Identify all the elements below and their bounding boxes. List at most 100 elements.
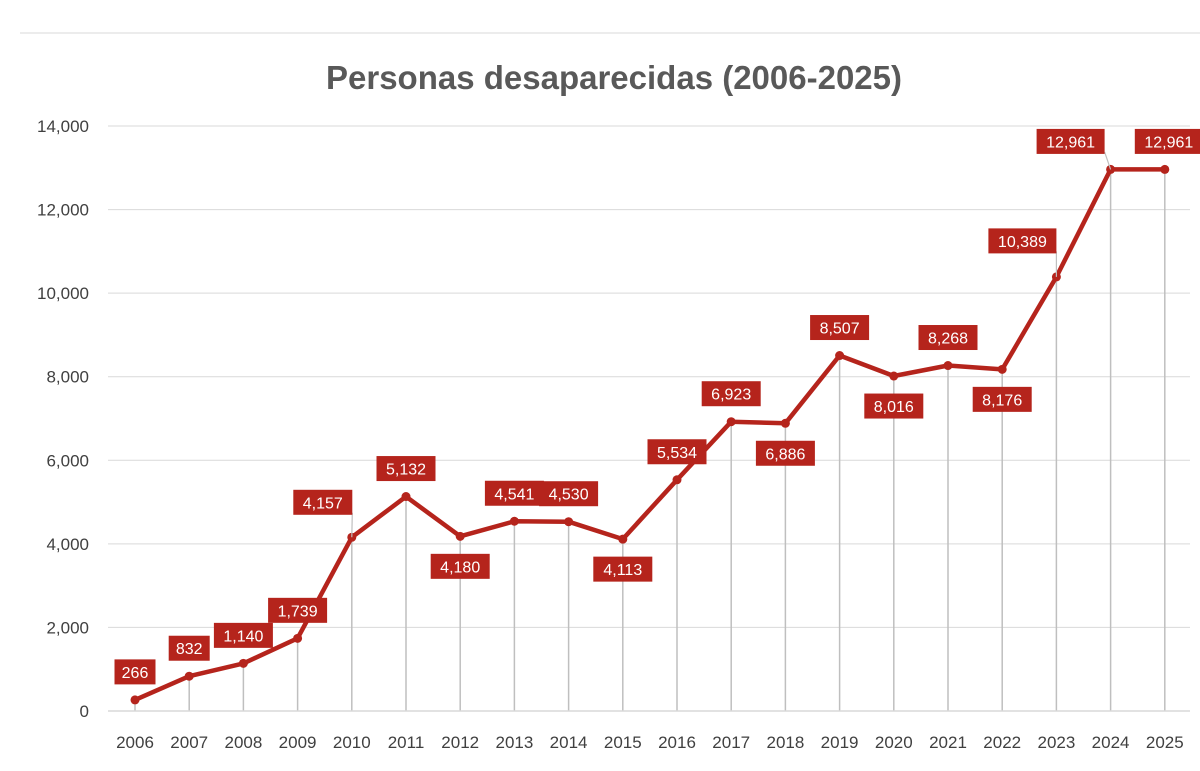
data-point — [726, 417, 736, 427]
data-label-text: 4,180 — [440, 559, 480, 576]
data-point — [184, 671, 194, 681]
y-tick-label: 10,000 — [37, 284, 89, 303]
data-label-text: 5,132 — [386, 462, 426, 479]
data-point — [943, 361, 953, 371]
data-label-text: 12,961 — [1046, 134, 1095, 151]
x-tick-label: 2012 — [441, 733, 479, 752]
data-label-box — [864, 393, 924, 419]
data-labels: 266 832 1,140 1,739 4,157 5,132 4,180 4,541 4,53… — [114, 128, 1200, 685]
drop-lines — [134, 169, 1166, 711]
x-tick-label: 2016 — [658, 733, 696, 752]
data-label: 4,180 — [430, 553, 490, 579]
data-label-box — [1036, 128, 1105, 154]
data-label: 6,886 — [755, 440, 815, 466]
data-label-text: 8,016 — [874, 399, 914, 416]
data-label-text: 8,507 — [820, 321, 860, 338]
data-label-box — [213, 622, 273, 648]
data-point — [509, 516, 519, 526]
data-label: 10,389 — [988, 228, 1057, 254]
data-label-box — [988, 228, 1057, 254]
data-point — [130, 695, 140, 705]
x-tick-label: 2018 — [766, 733, 804, 752]
data-label: 4,113 — [593, 556, 653, 582]
data-label: 6,923 — [701, 381, 761, 407]
x-tick-label: 2022 — [983, 733, 1021, 752]
data-label-box — [918, 325, 978, 351]
data-label: 12,961 — [1036, 128, 1105, 154]
x-tick-label: 2020 — [875, 733, 913, 752]
data-label: 4,157 — [293, 489, 353, 515]
y-tick-label: 0 — [80, 702, 89, 721]
x-tick-label: 2023 — [1037, 733, 1075, 752]
data-label-text: 8,176 — [982, 392, 1022, 409]
data-label-box — [647, 439, 707, 465]
data-label-text: 8,268 — [928, 331, 968, 348]
x-axis-tick-labels: 2006 2007 2008 2009 2010 2011 2012 2013 2014 2015… — [116, 733, 1184, 752]
data-label: 4,530 — [539, 481, 599, 507]
y-tick-label: 6,000 — [46, 451, 89, 470]
chart-title: Personas desaparecidas (2006-2025) — [326, 59, 902, 96]
label-leader-lines — [351, 151, 1112, 538]
data-label: 832 — [168, 635, 210, 661]
data-point — [780, 418, 790, 428]
data-label: 8,507 — [810, 315, 870, 341]
data-label-box — [168, 635, 210, 661]
data-point — [618, 534, 628, 544]
data-label-text: 266 — [122, 665, 149, 682]
x-tick-label: 2014 — [550, 733, 588, 752]
data-label-text: 6,923 — [711, 387, 751, 404]
data-point — [564, 517, 574, 527]
y-tick-label: 4,000 — [46, 535, 89, 554]
data-point — [889, 371, 899, 381]
x-tick-label: 2011 — [388, 733, 425, 752]
leader-line — [351, 512, 353, 538]
data-label-text: 832 — [176, 641, 203, 658]
data-label-box — [114, 659, 156, 685]
x-tick-label: 2006 — [116, 733, 154, 752]
data-label-box — [755, 440, 815, 466]
data-label: 12,961 — [1134, 128, 1200, 154]
data-label-box — [701, 381, 761, 407]
data-point — [293, 633, 303, 643]
y-tick-label: 2,000 — [46, 618, 89, 637]
x-tick-label: 2021 — [929, 733, 967, 752]
x-tick-label: 2013 — [495, 733, 533, 752]
data-point — [997, 364, 1007, 374]
data-label-text: 1,739 — [278, 603, 318, 620]
data-label-box — [972, 386, 1032, 412]
data-label-text: 12,961 — [1144, 134, 1193, 151]
x-tick-label: 2008 — [224, 733, 262, 752]
x-tick-label: 2024 — [1092, 733, 1130, 752]
data-label-text: 4,113 — [603, 562, 642, 579]
data-label-text: 4,541 — [494, 486, 534, 503]
data-label: 5,534 — [647, 439, 707, 465]
data-point — [401, 492, 411, 502]
x-tick-label: 2019 — [821, 733, 859, 752]
data-point — [455, 531, 465, 541]
x-tick-label: 2025 — [1146, 733, 1184, 752]
data-label-box — [810, 315, 870, 341]
data-label: 8,176 — [972, 386, 1032, 412]
data-label: 8,268 — [918, 325, 978, 351]
data-label-box — [376, 456, 436, 482]
data-label: 8,016 — [864, 393, 924, 419]
data-point — [835, 351, 845, 361]
x-tick-label: 2007 — [170, 733, 208, 752]
data-label-box — [593, 556, 653, 582]
data-label-box — [430, 553, 490, 579]
x-tick-label: 2009 — [279, 733, 317, 752]
data-label-text: 1,140 — [223, 628, 263, 645]
data-label: 1,739 — [268, 597, 328, 623]
data-label-box — [268, 597, 328, 623]
data-label: 5,132 — [376, 456, 436, 482]
data-label-box — [293, 489, 353, 515]
data-label-text: 4,157 — [303, 495, 343, 512]
y-tick-label: 14,000 — [37, 117, 89, 136]
data-label: 4,541 — [484, 480, 544, 506]
y-tick-label: 12,000 — [37, 201, 89, 220]
data-label: 266 — [114, 659, 156, 685]
x-tick-label: 2017 — [712, 733, 750, 752]
x-tick-label: 2010 — [333, 733, 371, 752]
data-label-box — [484, 480, 544, 506]
